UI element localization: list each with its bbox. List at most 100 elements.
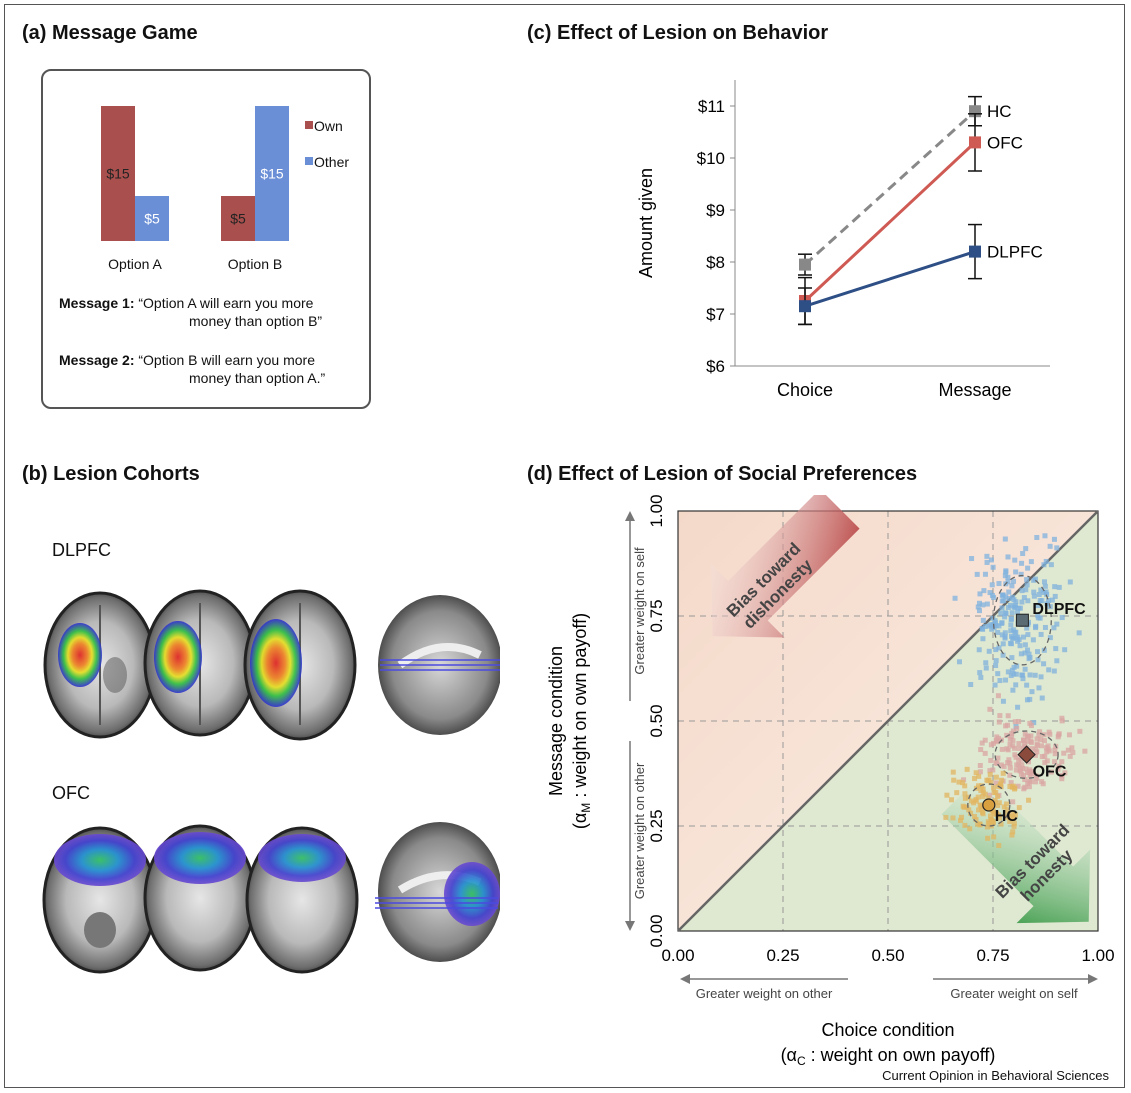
scatter-point — [999, 632, 1005, 638]
y-axis-label: Amount given — [636, 168, 656, 278]
scatter-point — [1056, 731, 1062, 737]
bar-2-own-label: $5 — [230, 211, 246, 227]
message-game-bars: $15 $5 Option A $5 $15 Option B Own Other — [101, 106, 349, 272]
scatter-point — [1015, 783, 1021, 789]
scatter-point — [993, 774, 999, 780]
scatter-point — [1029, 689, 1035, 695]
y-tick-label: 0.25 — [647, 809, 666, 842]
scatter-point — [944, 792, 950, 798]
scatter-point — [1036, 685, 1042, 691]
bar-2-other-label: $15 — [260, 166, 284, 182]
scatter-point — [993, 658, 999, 664]
scatter-point — [980, 811, 986, 817]
scatter-point — [1015, 704, 1021, 710]
scatter-point — [973, 798, 979, 804]
scatter-point — [1059, 715, 1065, 721]
confidence-ellipse-hc — [967, 783, 1011, 827]
scatter-point — [1077, 728, 1083, 734]
scatter-point — [993, 811, 999, 817]
scatter-point — [1025, 647, 1031, 653]
message-2: Message 2: “Option B will earn you more … — [59, 351, 325, 387]
scatter-point — [1012, 629, 1018, 635]
panel-c-title: (c) Effect of Lesion on Behavior — [527, 22, 829, 44]
scatter-point — [956, 779, 962, 785]
scatter-point — [990, 767, 996, 773]
scatter-point — [975, 604, 981, 610]
scatter-point — [1010, 687, 1016, 693]
data-point-hc — [799, 258, 811, 271]
mean-marker-hc — [982, 798, 996, 812]
legend-label-other: Other — [314, 154, 349, 170]
scatter-point — [991, 834, 997, 840]
scatter-point — [1010, 738, 1016, 744]
scatter-point — [985, 835, 991, 841]
scatter-point — [994, 760, 1000, 766]
bar-1-own-label: $15 — [106, 166, 130, 182]
scatter-point — [1027, 773, 1033, 779]
scatter-point — [988, 780, 994, 786]
dlpfc-brain-images — [43, 589, 500, 741]
scatter-point — [1008, 622, 1014, 628]
y-tick-label: 0.00 — [647, 914, 666, 947]
y-arrow-bottom-head — [625, 921, 635, 931]
mean-marker-dlpfc — [1015, 613, 1029, 627]
y-tick-label: $7 — [706, 305, 725, 324]
x-axis-sublabel-alpha: (α — [781, 1045, 797, 1065]
scatter-point — [1009, 733, 1015, 739]
scatter-point — [992, 682, 998, 688]
y-arrow-bottom-label: Greater weight on other — [632, 762, 647, 899]
scatter-point — [1022, 741, 1028, 747]
scatter-point — [997, 678, 1003, 684]
scatter-point — [998, 821, 1004, 827]
scatter-point — [1013, 682, 1019, 688]
scatter-point — [1027, 672, 1033, 678]
scatter-point — [1009, 583, 1015, 589]
scatter-point — [1025, 734, 1031, 740]
scatter-point — [977, 763, 983, 769]
scatter-point — [1055, 766, 1061, 772]
scatter-point — [964, 766, 970, 772]
data-point-ofc — [969, 136, 981, 149]
scatter-point — [1030, 637, 1036, 643]
y-tick-label: 0.50 — [647, 704, 666, 737]
scatter-point — [1052, 584, 1058, 590]
scatter-point — [979, 626, 985, 632]
scatter-point — [1018, 756, 1024, 762]
scatter-point — [1034, 534, 1040, 540]
scatter-point — [1003, 677, 1009, 683]
scatter-point — [1019, 560, 1025, 566]
scatter-point — [978, 788, 984, 794]
scatter-point — [983, 665, 989, 671]
scatter-point — [1009, 610, 1015, 616]
scatter-point — [1059, 759, 1065, 765]
scatter-point — [943, 814, 949, 820]
scatter-point — [1005, 747, 1011, 753]
scatter-point — [1067, 753, 1073, 759]
scatter-point — [1016, 605, 1022, 611]
scatter-point — [1031, 589, 1037, 595]
scatter-point — [976, 608, 982, 614]
panel-a-title: (a) Message Game — [22, 22, 198, 44]
cohort-label-ofc: OFC — [52, 783, 90, 803]
scatter-point — [1016, 637, 1022, 643]
message-1-text-2: money than option B” — [189, 313, 323, 329]
scatter-point — [1019, 762, 1025, 768]
scatter-point — [1076, 630, 1082, 636]
scatter-point — [973, 817, 979, 823]
scatter-point — [1034, 775, 1040, 781]
mean-marker-ofc — [1017, 745, 1036, 764]
scatter-point — [1021, 634, 1027, 640]
scatter-point — [1007, 741, 1013, 747]
scatter-point — [966, 807, 972, 813]
scatter-point — [1056, 763, 1062, 769]
scatter-point — [1009, 655, 1015, 661]
scatter-point — [1007, 736, 1013, 742]
scatter-point — [1022, 777, 1028, 783]
scatter-point — [1027, 654, 1033, 660]
scatter-point — [972, 813, 978, 819]
x-tick-label: Message — [938, 380, 1011, 400]
scatter-point — [1008, 628, 1014, 634]
scatter-point — [1003, 594, 1009, 600]
scatter-point — [1052, 747, 1058, 753]
scatter-point — [1038, 743, 1044, 749]
